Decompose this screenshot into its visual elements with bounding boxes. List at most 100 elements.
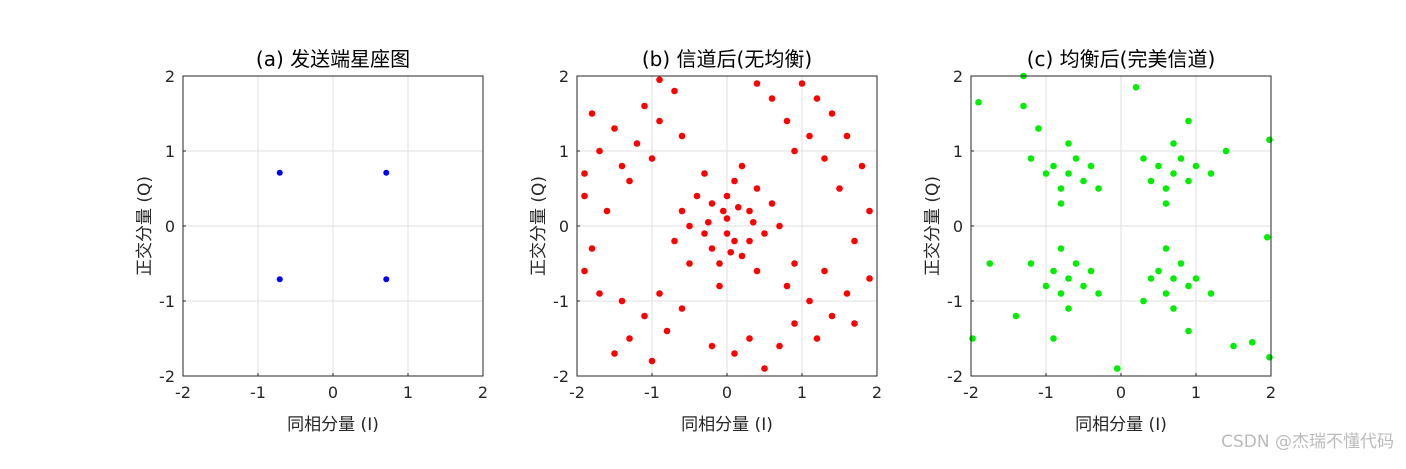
point: [1065, 275, 1072, 282]
point: [1185, 177, 1192, 185]
point: [1192, 162, 1200, 170]
point: [1095, 290, 1102, 297]
point: [727, 248, 735, 256]
point: [1177, 155, 1185, 162]
point: [1065, 140, 1072, 147]
y-axis-label: 正交分量 (Q): [135, 176, 155, 276]
y-tick-label: 2: [559, 67, 569, 86]
x-tick-label: -1: [250, 383, 266, 402]
point: [1080, 177, 1087, 185]
point: [753, 80, 761, 87]
point: [708, 245, 716, 252]
point: [1065, 305, 1072, 312]
point: [738, 162, 746, 170]
chart-title: (b) 信道后(无均衡): [642, 47, 812, 71]
point: [836, 185, 843, 192]
point: [641, 312, 648, 320]
point: [828, 110, 836, 117]
point: [746, 207, 753, 215]
point: [678, 132, 686, 140]
point: [1162, 290, 1170, 297]
point: [1050, 162, 1057, 170]
point: [719, 207, 727, 215]
point: [1207, 170, 1215, 177]
x-tick-label: 1: [403, 383, 413, 402]
point: [806, 297, 813, 305]
point: [1140, 297, 1147, 305]
point: [1266, 136, 1273, 144]
point: [791, 260, 798, 267]
point: [806, 132, 813, 140]
x-tick-label: 2: [1266, 383, 1276, 402]
y-tick-label: -2: [947, 367, 963, 386]
x-tick-label: 1: [797, 383, 807, 402]
point: [1230, 342, 1237, 350]
y-axis-label: 正交分量 (Q): [529, 176, 549, 276]
point: [738, 252, 746, 260]
point: [693, 192, 701, 200]
point: [716, 282, 723, 290]
point: [749, 218, 757, 226]
point: [1185, 117, 1192, 125]
y-tick-label: -2: [553, 367, 569, 386]
point: [648, 155, 656, 162]
point: [746, 237, 753, 245]
point: [1087, 267, 1095, 275]
x-tick-label: -1: [1038, 383, 1054, 402]
point: [723, 192, 731, 200]
y-tick-label: 0: [165, 217, 175, 236]
point: [753, 185, 761, 192]
point: [1080, 282, 1087, 290]
point: [1095, 185, 1102, 192]
axes-box: [970, 75, 1272, 377]
point: [1147, 275, 1155, 282]
point: [276, 276, 283, 283]
point: [656, 117, 663, 125]
point: [768, 95, 776, 102]
point: [648, 357, 656, 365]
x-tick-label: -2: [175, 383, 191, 402]
point: [1155, 267, 1162, 275]
point: [813, 335, 821, 342]
point: [1162, 200, 1170, 207]
point: [776, 342, 783, 350]
point: [828, 312, 836, 320]
point: [1263, 233, 1271, 241]
watermark: CSDN @杰瑞不懂代码: [1221, 432, 1394, 452]
point: [1140, 155, 1147, 162]
point: [1207, 290, 1215, 297]
point: [641, 102, 648, 110]
y-axis-label: 正交分量 (Q): [923, 176, 943, 276]
point: [1057, 290, 1065, 297]
point: [731, 237, 738, 245]
point: [611, 125, 618, 132]
point: [716, 260, 723, 267]
point: [1057, 200, 1065, 207]
point: [1042, 170, 1050, 177]
point: [1072, 260, 1080, 267]
point: [851, 237, 858, 245]
y-tick-label: -1: [553, 292, 569, 311]
point: [618, 162, 626, 170]
point: [1147, 177, 1155, 185]
point: [1155, 162, 1162, 170]
point: [761, 365, 768, 372]
x-tick-label: -2: [569, 383, 585, 402]
point: [1185, 327, 1192, 335]
point: [671, 87, 678, 95]
point: [708, 200, 716, 207]
point: [581, 192, 588, 200]
point: [1162, 185, 1170, 192]
point: [1035, 125, 1042, 132]
y-tick-label: -1: [947, 292, 963, 311]
point: [1170, 275, 1177, 282]
point: [1266, 353, 1273, 361]
point: [1050, 267, 1057, 275]
point: [1057, 185, 1065, 192]
point: [603, 207, 611, 215]
point: [791, 320, 798, 327]
point: [686, 222, 693, 230]
point: [701, 230, 708, 237]
